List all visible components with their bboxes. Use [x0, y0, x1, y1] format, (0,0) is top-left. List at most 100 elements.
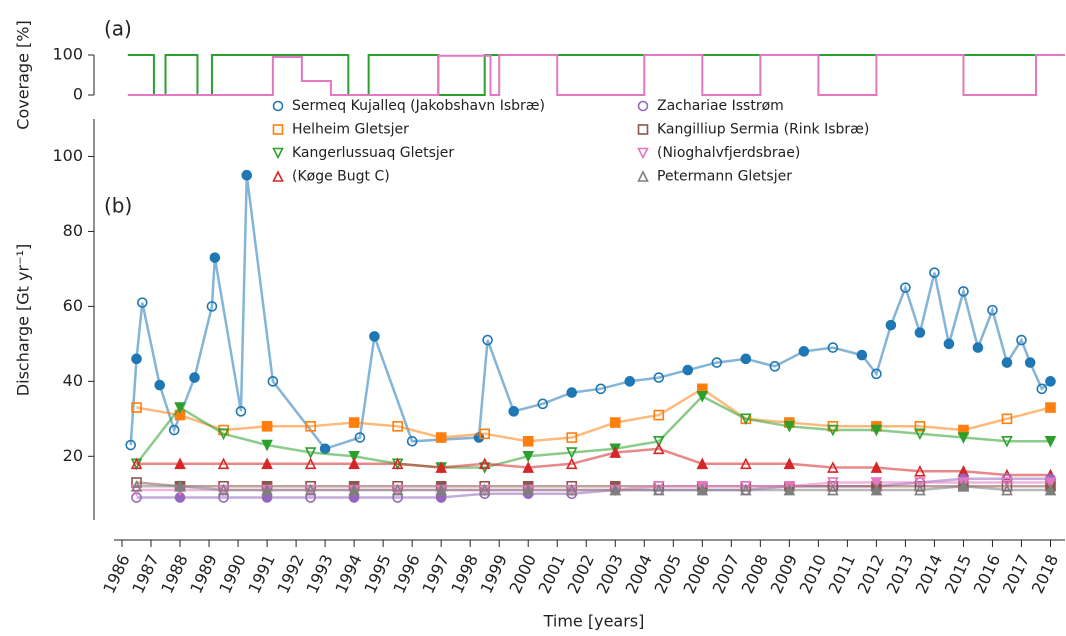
series-line	[129, 175, 1052, 451]
y-tick-label: 80	[63, 221, 83, 240]
x-tick-label: 2015	[941, 552, 975, 597]
data-point	[130, 457, 143, 470]
y-axis-label: Coverage [%]	[14, 20, 33, 129]
data-point	[217, 428, 230, 441]
data-point	[871, 368, 882, 380]
data-point	[653, 409, 665, 421]
data-point	[1045, 376, 1056, 387]
data-point	[900, 282, 911, 293]
data-point	[305, 421, 316, 432]
data-point	[1045, 402, 1056, 413]
data-point	[174, 479, 186, 492]
x-tick-label: 1994	[331, 552, 365, 597]
data-point	[769, 361, 781, 372]
data-point	[740, 457, 752, 470]
series-line	[136, 477, 1051, 499]
data-point	[168, 424, 180, 436]
data-point	[435, 432, 447, 443]
data-point	[943, 338, 955, 350]
data-point	[261, 457, 273, 470]
data-point	[798, 346, 810, 357]
x-tick-label: 1993	[302, 552, 336, 597]
panel-label: (b)	[104, 194, 132, 218]
data-point	[827, 342, 839, 353]
data-point	[206, 301, 218, 312]
x-tick-label: 2001	[535, 552, 569, 597]
data-point	[827, 483, 839, 496]
data-point	[609, 483, 622, 496]
data-point	[914, 477, 926, 489]
x-tick-label: 2006	[680, 552, 714, 597]
data-point	[957, 479, 970, 492]
data-point	[369, 331, 380, 342]
x-tick-label: 2009	[767, 552, 801, 597]
data-point	[740, 353, 752, 365]
x-tick-label: 1999	[476, 552, 510, 597]
y-tick-label: 100	[52, 146, 83, 165]
data-point	[1001, 483, 1013, 496]
legend-marker	[272, 100, 284, 112]
x-tick-label: 2007	[709, 552, 743, 597]
data-point	[609, 417, 621, 428]
data-point	[1044, 477, 1057, 489]
data-point	[783, 457, 796, 470]
legend-marker	[272, 124, 284, 135]
coverage-line	[127, 54, 1065, 96]
data-point	[987, 304, 998, 316]
data-point	[131, 353, 142, 365]
data-point	[609, 446, 622, 458]
x-tick-label: 2017	[999, 552, 1033, 597]
data-point	[783, 421, 796, 433]
legend-label: (Nioghalvfjerdsbrae)	[657, 145, 800, 161]
data-point	[508, 406, 520, 417]
x-tick-label: 2016	[970, 552, 1004, 597]
x-tick-label: 2005	[651, 552, 685, 597]
data-point	[565, 457, 578, 470]
series-line	[136, 447, 1051, 477]
x-tick-label: 1995	[360, 552, 394, 597]
data-point	[958, 286, 969, 297]
x-tick-label: 2008	[738, 552, 772, 597]
data-point	[827, 461, 839, 473]
series-line	[135, 394, 1051, 469]
series-line	[136, 387, 1051, 443]
legend-marker	[637, 100, 649, 112]
data-point	[1001, 435, 1013, 448]
y-tick-label: 0	[73, 85, 83, 104]
data-point	[1001, 357, 1013, 368]
data-point	[914, 421, 926, 432]
x-tick-label: 2003	[593, 552, 627, 597]
x-tick-label: 2010	[796, 552, 830, 597]
data-point	[137, 297, 148, 308]
legend-marker	[637, 124, 649, 135]
data-point	[1044, 435, 1057, 448]
legend-label: Sermeq Kujalleq (Jakobshavn Isbræ)	[292, 98, 545, 114]
data-point	[870, 461, 883, 473]
data-point	[478, 457, 491, 470]
data-point	[565, 483, 578, 496]
data-point	[1036, 383, 1048, 395]
x-tick-label: 1992	[273, 552, 307, 597]
x-tick-label: 2014	[912, 552, 946, 597]
data-point	[174, 402, 186, 414]
data-point	[682, 364, 694, 376]
data-point	[696, 483, 709, 496]
data-point	[870, 483, 883, 496]
data-point	[972, 342, 984, 353]
data-point	[348, 450, 360, 463]
data-point	[652, 442, 665, 455]
data-point	[914, 327, 926, 338]
data-point	[261, 439, 273, 452]
legend-marker	[272, 147, 284, 160]
legend-label: Petermann Gletsjer	[657, 169, 792, 185]
data-point	[696, 391, 709, 403]
x-tick-label: 2013	[883, 552, 917, 597]
data-point	[870, 477, 883, 489]
series-line	[136, 485, 1051, 492]
x-axis-label: Time [years]	[543, 612, 645, 631]
data-point	[392, 421, 403, 432]
x-tick-label: 2018	[1028, 552, 1062, 597]
data-point	[914, 428, 926, 441]
data-point	[130, 479, 143, 492]
